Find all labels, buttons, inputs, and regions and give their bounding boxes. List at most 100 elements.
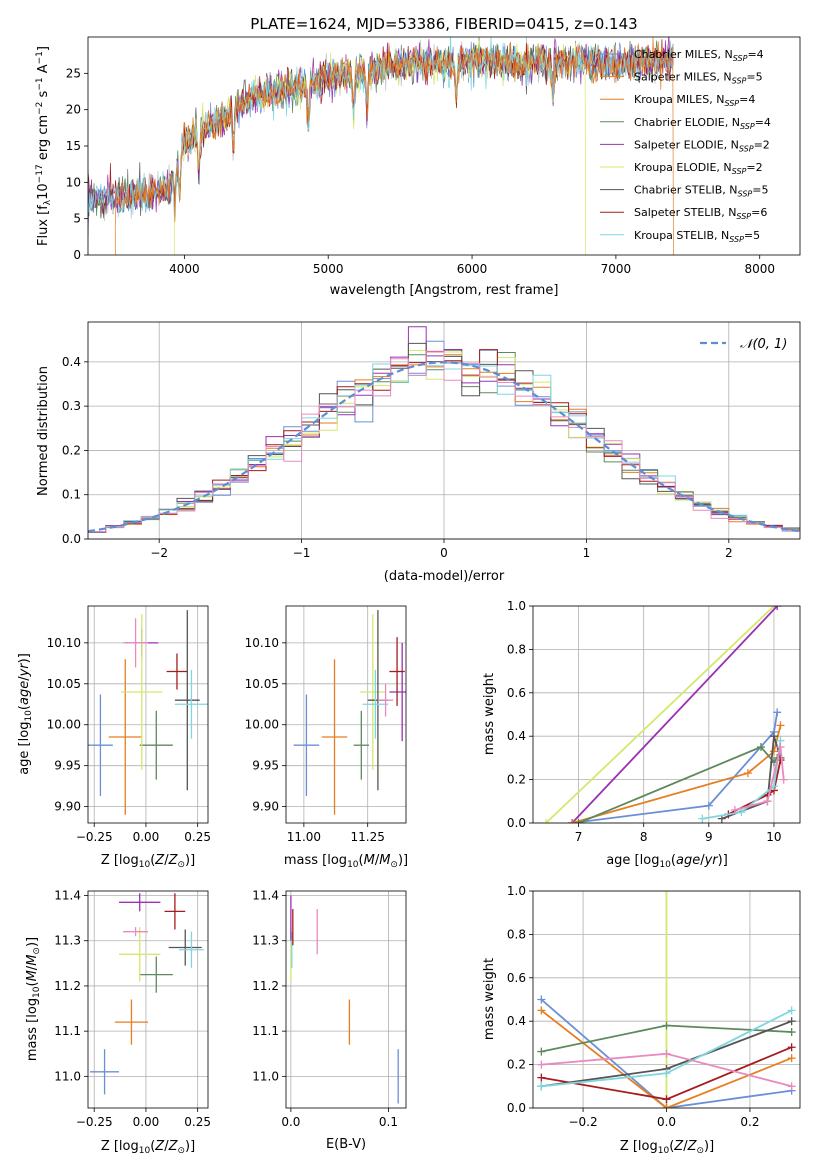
plot-area xyxy=(88,326,800,533)
x-tick-label: −0.25 xyxy=(76,830,113,844)
x-tick-label: 0.00 xyxy=(133,1115,160,1129)
weight-line xyxy=(571,606,778,823)
y-tick-label: 10.05 xyxy=(245,677,279,691)
axes-frame xyxy=(87,605,209,824)
x-tick-label: 6000 xyxy=(457,262,488,276)
y-tick-label: 10.10 xyxy=(47,636,81,650)
plus-marker xyxy=(776,721,785,730)
age-z-xlabel: Z [log10(Z/Z⊙)] xyxy=(101,853,195,870)
plus-marker xyxy=(537,1047,546,1056)
y-tick-label: 9.90 xyxy=(54,800,81,814)
y-tick-label: 0.6 xyxy=(507,686,526,700)
x-tick-label: 0.0 xyxy=(281,1115,300,1129)
plot-area xyxy=(88,610,208,815)
weight-line xyxy=(545,606,775,823)
x-tick-label: −0.25 xyxy=(76,1115,113,1129)
y-tick-label: 0.0 xyxy=(507,816,526,830)
x-tick-label: 8 xyxy=(640,830,648,844)
y-tick-label: 25 xyxy=(66,66,81,80)
weight-line xyxy=(540,998,792,1108)
y-tick-label: 10.10 xyxy=(245,636,279,650)
x-tick-label: 1 xyxy=(583,546,591,560)
y-tick-label: 0.6 xyxy=(507,971,526,985)
axes-frame xyxy=(532,890,801,1109)
legend-label: Kroupa MILES, NSSP=4 xyxy=(634,93,755,108)
x-tick-label: 0.2 xyxy=(740,1115,759,1129)
plus-marker xyxy=(662,1095,671,1104)
y-tick-label: 11.4 xyxy=(54,889,81,903)
mass-z-xlabel: Z [log10(Z/Z⊙)] xyxy=(101,1139,195,1156)
x-tick-label: 11.00 xyxy=(287,830,321,844)
age-vs-metallicity-panel: −0.25 0.00 0.25 9.90 9.95 10.00 10.05 10.10 xyxy=(47,605,211,844)
y-tick-label: 11.1 xyxy=(252,1024,279,1038)
y-tick-label: 5 xyxy=(73,212,81,226)
spectrum-line xyxy=(114,37,674,255)
massweight-vs-metallicity-panel: −0.2 0.0 0.2 0.0 0.2 0.4 0.6 0.8 1.0 xyxy=(507,884,801,1129)
x-tick-label: 10 xyxy=(766,830,781,844)
x-tick-label: −0.2 xyxy=(568,1115,597,1129)
y-tick-label: 11.4 xyxy=(252,889,279,903)
mass-z-ylabel: mass [log10(M/M⊙)] xyxy=(25,937,42,1061)
y-tick-label: 0.1 xyxy=(62,488,81,502)
plus-marker xyxy=(574,819,583,823)
weight-line xyxy=(727,759,782,816)
y-tick-label: 10.00 xyxy=(245,718,279,732)
histogram-xlabel: (data-model)/error xyxy=(384,569,505,584)
plus-marker xyxy=(698,814,707,823)
y-tick-label: 11.1 xyxy=(54,1024,81,1038)
plus-marker xyxy=(787,1043,796,1052)
legend-label: Salpeter STELIB, NSSP=6 xyxy=(634,206,767,221)
x-tick-label: 0.00 xyxy=(133,830,160,844)
y-tick-label: 11.2 xyxy=(252,979,279,993)
gaussian-curve xyxy=(88,361,800,533)
y-tick-label: 1.0 xyxy=(507,599,526,613)
y-tick-label: 10 xyxy=(66,175,81,189)
y-tick-label: 11.0 xyxy=(252,1069,279,1083)
legend-label: Kroupa ELODIE, NSSP=2 xyxy=(634,161,763,176)
y-tick-label: 9.95 xyxy=(54,759,81,773)
legend-label: 𝒩(0, 1) xyxy=(740,337,787,352)
x-tick-label: 7000 xyxy=(601,262,632,276)
y-tick-label: 9.90 xyxy=(252,800,279,814)
plus-marker xyxy=(537,995,546,1004)
axes-frame xyxy=(285,605,407,824)
y-tick-label: 11.0 xyxy=(54,1069,81,1083)
legend-label: Salpeter MILES, NSSP=5 xyxy=(634,71,763,86)
plus-marker xyxy=(769,732,778,741)
legend-label: Kroupa STELIB, NSSP=5 xyxy=(634,229,760,244)
mw-z-xlabel: Z [log10(Z/Z⊙)] xyxy=(620,1139,714,1156)
plus-marker xyxy=(537,1006,546,1015)
histogram-ylabel: Normed distribution xyxy=(36,366,51,496)
x-tick-label: 2 xyxy=(725,546,733,560)
axes-frame xyxy=(87,890,209,1109)
y-tick-label: 10.05 xyxy=(47,677,81,691)
plus-marker xyxy=(537,1073,546,1082)
spectrum-ylabel: Flux [fλ10−17 erg cm−2 s−1 A−1] xyxy=(35,46,53,246)
plot-area xyxy=(90,893,204,1095)
legend-label: Chabrier STELIB, NSSP=5 xyxy=(634,184,768,199)
y-tick-label: 0.3 xyxy=(62,399,81,413)
x-tick-label: 4000 xyxy=(169,262,200,276)
y-tick-label: 20 xyxy=(66,103,81,117)
plus-marker xyxy=(737,808,746,817)
y-tick-label: 0.2 xyxy=(507,1058,526,1072)
x-tick-label: 7 xyxy=(575,830,583,844)
y-tick-label: 9.95 xyxy=(252,759,279,773)
plus-marker xyxy=(537,1082,546,1091)
y-tick-label: 0 xyxy=(73,248,81,262)
plus-marker xyxy=(568,819,577,823)
legend-label: Salpeter ELODIE, NSSP=2 xyxy=(634,138,770,153)
y-tick-label: 0.2 xyxy=(62,443,81,457)
legend-label: Chabrier ELODIE, NSSP=4 xyxy=(634,116,771,131)
x-tick-label: −1 xyxy=(293,546,311,560)
plus-marker xyxy=(730,805,739,814)
plot-area xyxy=(542,606,788,823)
y-tick-label: 0.8 xyxy=(507,642,526,656)
mw-z-ylabel: mass weight xyxy=(482,958,497,1040)
y-tick-label: 10.00 xyxy=(47,718,81,732)
plot-area xyxy=(293,610,406,815)
axes-frame xyxy=(532,605,801,824)
plus-marker xyxy=(537,1060,546,1069)
x-tick-label: 0.25 xyxy=(184,830,211,844)
